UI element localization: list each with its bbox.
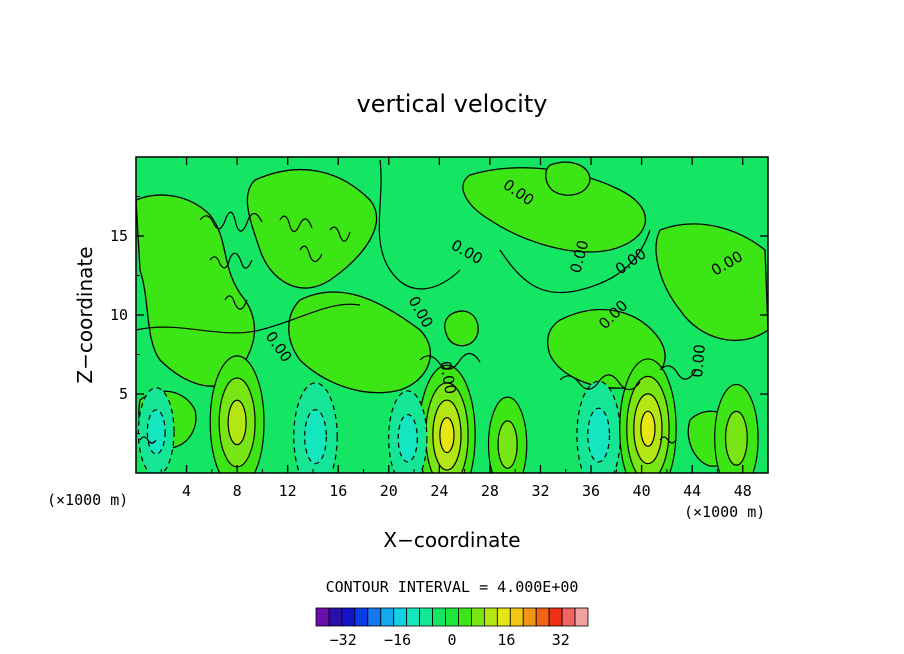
updraft-cell <box>724 410 748 466</box>
contour-line <box>209 252 253 269</box>
patch-upper-mid <box>246 168 377 289</box>
y-tick-label: 15 <box>110 227 128 245</box>
updraft-cell <box>439 417 455 454</box>
x-tick-label: 36 <box>582 482 600 500</box>
x-tick-label: 20 <box>380 482 398 500</box>
x-unit-label: (×1000 m) <box>684 503 765 521</box>
colorbar-tick-label: 32 <box>552 631 570 649</box>
velocity-cells <box>137 355 759 473</box>
colorbar-swatch <box>574 607 589 627</box>
downdraft-cell <box>587 407 611 463</box>
colorbar-swatch <box>432 607 446 627</box>
x-tick-label: 24 <box>430 482 448 500</box>
colorbar-swatch <box>509 607 524 627</box>
contour-line <box>659 436 677 444</box>
y-tick-label: 5 <box>119 385 128 403</box>
x-tick-label: 48 <box>734 482 752 500</box>
colorbar-swatch <box>393 607 408 627</box>
field-patches <box>136 161 768 467</box>
colorbar-swatch <box>341 607 356 627</box>
contour-label: 0.00 <box>436 360 460 396</box>
x-tick-label: 4 <box>182 482 191 500</box>
patch-right <box>655 223 768 342</box>
contour-line <box>378 159 461 290</box>
contour-line <box>329 226 351 242</box>
colorbar-swatch <box>561 607 576 627</box>
patch-mid-band <box>288 291 431 394</box>
contour-line <box>499 229 651 294</box>
x-tick-label: 12 <box>279 482 297 500</box>
patch-top-small <box>545 161 591 196</box>
colorbar-tick-label: −16 <box>384 631 411 649</box>
x-axis-ticks: 4 8 12 16 20 24 28 32 36 40 44 48 <box>160 157 752 500</box>
y-tick-label: 10 <box>110 306 128 324</box>
updraft-cell <box>497 420 518 469</box>
colorbar-tick-label: 16 <box>497 631 515 649</box>
downdraft-cell <box>146 409 166 455</box>
colorbar-swatch <box>471 607 485 627</box>
contour-line <box>279 215 313 233</box>
contour-lines <box>136 159 697 444</box>
contour-line <box>199 211 263 232</box>
colorbar-swatch <box>522 607 537 627</box>
colorbar-swatch <box>496 607 511 627</box>
z-unit-label: (×1000 m) <box>47 491 128 509</box>
colorbar-swatch <box>354 607 369 627</box>
contour-interval-label: CONTOUR INTERVAL = 4.000E+00 <box>326 578 579 596</box>
chart-title: vertical velocity <box>357 90 548 118</box>
y-axis-ticks: 5 10 15 <box>110 196 768 434</box>
colorbar-swatch <box>535 607 550 627</box>
colorbar-swatch <box>328 607 343 627</box>
x-axis-label: X−coordinate <box>383 528 520 552</box>
x-tick-label: 32 <box>531 482 549 500</box>
x-tick-label: 28 <box>481 482 499 500</box>
colorbar-swatch <box>315 607 330 627</box>
contour-label: 0.00 <box>688 344 709 379</box>
x-tick-label: 40 <box>633 482 651 500</box>
y-axis-label: Z−coordinate <box>73 246 97 383</box>
colorbar-swatch <box>419 607 433 627</box>
contour-line <box>299 245 323 263</box>
contour-line <box>659 365 697 380</box>
downdraft-cell <box>304 409 327 465</box>
patch-center-small <box>444 310 479 347</box>
colorbar-swatch <box>445 607 459 627</box>
contour-line <box>136 303 361 334</box>
colorbar-swatch <box>380 607 395 627</box>
colorbar-tick-label: 0 <box>447 631 456 649</box>
contour-line <box>139 436 157 444</box>
x-tick-label: 44 <box>683 482 701 500</box>
contour-line <box>224 295 248 310</box>
colorbar-swatch <box>548 607 563 627</box>
downdraft-cell <box>397 413 418 463</box>
colorbar-swatch <box>458 607 472 627</box>
patch-upper-left <box>136 194 256 387</box>
contour-line <box>559 374 641 391</box>
contour-line <box>419 352 481 370</box>
colorbar-swatch <box>406 607 421 627</box>
updraft-cell <box>640 410 656 447</box>
x-tick-label: 8 <box>233 482 242 500</box>
colorbar-tick-label: −32 <box>330 631 357 649</box>
updraft-cell <box>227 399 247 446</box>
colorbar <box>315 607 589 627</box>
colorbar-ticks: −32 −16 0 16 32 <box>330 631 570 649</box>
colorbar-swatch <box>367 607 382 627</box>
colorbar-swatch <box>483 607 498 627</box>
x-tick-label: 16 <box>329 482 347 500</box>
